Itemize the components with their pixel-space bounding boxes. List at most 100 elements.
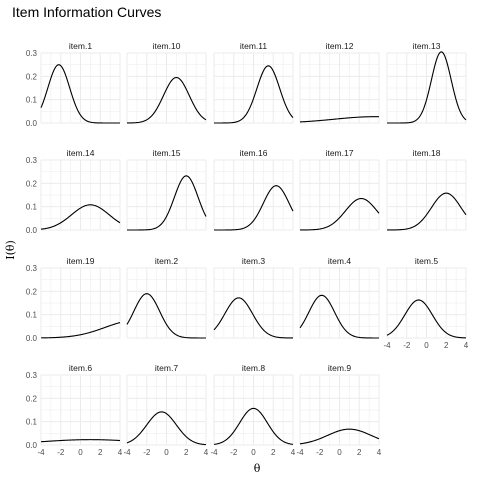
- x-tick-label: 0: [164, 448, 169, 457]
- facet-panel: item.4: [299, 256, 380, 339]
- y-tick-label: 0.2: [26, 394, 38, 403]
- facet-label: item.17: [326, 148, 354, 158]
- x-tick-label: 0: [78, 448, 83, 457]
- facet-label: item.5: [415, 256, 438, 266]
- x-tick-label: -4: [296, 448, 304, 457]
- x-tick-label: 0: [337, 448, 342, 457]
- facet-panel: item.5 -4 -2 0 2 4: [383, 256, 468, 350]
- information-curve: [213, 407, 294, 445]
- y-tick-label: 0.0: [26, 119, 38, 128]
- facet-panel: item.6 0.0 0.1 0.2 0.3 -4 -2 0 2 4: [26, 363, 123, 457]
- y-tick-label: 0.3: [26, 156, 38, 165]
- y-tick-label: 0.0: [26, 334, 38, 343]
- y-tick-label: 0.3: [26, 264, 38, 273]
- facet-panel: item.2: [126, 256, 207, 339]
- x-axis-title: θ: [254, 462, 261, 475]
- y-axis-title: I(θ): [4, 240, 17, 260]
- x-tick-label: -4: [383, 341, 391, 350]
- facet-panel: item.8 -4 -2 0 2 4: [210, 363, 295, 457]
- facet-label: item.18: [413, 148, 441, 158]
- x-tick-label: 0: [251, 448, 256, 457]
- y-tick-label: 0.3: [26, 371, 38, 380]
- y-tick-label: 0.1: [26, 96, 38, 105]
- facet-panel: item.1 0.0 0.1 0.2 0.3: [26, 41, 121, 128]
- facet-panel: item.15: [126, 148, 207, 231]
- x-tick-label: 4: [464, 341, 469, 350]
- facet-panel: item.16: [213, 148, 294, 231]
- facet-label: item.1: [69, 41, 92, 51]
- facet-label: item.8: [242, 363, 265, 373]
- facet-label: item.10: [153, 41, 181, 51]
- x-tick-label: -4: [37, 448, 45, 457]
- facet-label: item.7: [155, 363, 178, 373]
- x-tick-label: 4: [291, 448, 296, 457]
- facet-panel: item.14 0.0 0.1 0.2 0.3: [26, 148, 121, 235]
- y-tick-label: 0.2: [26, 179, 38, 188]
- facet-label: item.3: [242, 256, 265, 266]
- information-curve: [386, 192, 467, 231]
- facet-panel: item.17: [299, 148, 380, 231]
- information-curve: [40, 322, 121, 339]
- x-tick-label: 2: [98, 448, 103, 457]
- y-tick-label: 0.2: [26, 287, 38, 296]
- facet-label: item.4: [328, 256, 351, 266]
- information-curve: [40, 204, 121, 230]
- information-curve: [386, 299, 467, 339]
- x-tick-label: -2: [403, 341, 411, 350]
- y-tick-label: 0.3: [26, 49, 38, 58]
- information-curve: [126, 76, 207, 124]
- facet-panel: item.9 -4 -2 0 2 4: [296, 363, 381, 457]
- x-tick-label: -2: [230, 448, 238, 457]
- y-tick-label: 0.0: [26, 226, 38, 235]
- x-tick-label: 0: [424, 341, 429, 350]
- y-tick-label: 0.1: [26, 203, 38, 212]
- information-curve: [214, 185, 294, 231]
- facet-label: item.11: [240, 41, 268, 51]
- information-curve: [300, 197, 380, 231]
- x-tick-label: -2: [57, 448, 65, 457]
- x-tick-label: 2: [444, 341, 449, 350]
- information-curve: [214, 65, 294, 124]
- chart-title: Item Information Curves: [12, 4, 161, 20]
- facet-label: item.19: [67, 256, 95, 266]
- facet-panel: item.19 0.0 0.1 0.2 0.3: [26, 256, 121, 343]
- y-tick-label: 0.1: [26, 418, 38, 427]
- information-curve: [299, 294, 379, 339]
- information-curve: [126, 293, 206, 339]
- x-tick-label: 4: [118, 448, 123, 457]
- facet-grid: item.1 0.0 0.1 0.2 0.3 item.10 item.11 item.12 i…: [26, 41, 469, 457]
- x-tick-label: 2: [357, 448, 362, 457]
- information-curve: [40, 439, 121, 443]
- facet-label: item.15: [153, 148, 181, 158]
- facet-label: item.16: [240, 148, 268, 158]
- x-tick-label: -4: [123, 448, 131, 457]
- x-tick-label: 2: [184, 448, 189, 457]
- y-tick-label: 0.0: [26, 441, 38, 450]
- x-tick-label: 4: [377, 448, 382, 457]
- x-tick-label: 2: [271, 448, 276, 457]
- facet-label: item.14: [67, 148, 95, 158]
- facet-label: item.12: [326, 41, 354, 51]
- information-curve: [126, 411, 207, 446]
- y-tick-label: 0.2: [26, 72, 38, 81]
- x-tick-label: -4: [210, 448, 218, 457]
- facet-label: item.9: [328, 363, 351, 373]
- facet-panel: item.10: [126, 41, 207, 124]
- facet-panel: item.11: [213, 41, 294, 124]
- x-tick-label: 4: [204, 448, 209, 457]
- facet-panel: item.18: [386, 148, 467, 231]
- facet-label: item.13: [413, 41, 441, 51]
- facet-panel: item.13: [386, 41, 467, 124]
- facet-panel: item.12: [299, 41, 380, 124]
- x-tick-label: -2: [316, 448, 324, 457]
- information-curve: [127, 175, 207, 231]
- information-curve: [299, 428, 380, 445]
- information-curve: [213, 297, 293, 339]
- information-curve: [299, 116, 380, 123]
- information-curve: [40, 64, 120, 124]
- facet-label: item.6: [69, 363, 92, 373]
- y-tick-label: 0.1: [26, 311, 38, 320]
- information-curve: [387, 51, 467, 124]
- facet-label: item.2: [155, 256, 178, 266]
